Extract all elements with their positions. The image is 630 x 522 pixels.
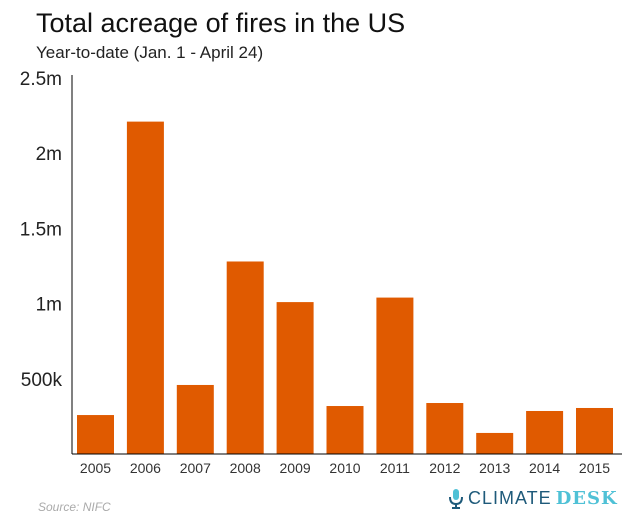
x-tick-label: 2012 bbox=[429, 460, 460, 476]
x-tick-label: 2015 bbox=[579, 460, 610, 476]
y-tick-label: 2.5m bbox=[20, 69, 62, 90]
bar-2015 bbox=[576, 407, 613, 454]
climate-desk-logo: CLIMATE DESK bbox=[448, 488, 618, 509]
y-tick-label: 500k bbox=[21, 370, 63, 391]
bar-2012 bbox=[426, 403, 464, 454]
x-tick-label: 2006 bbox=[130, 460, 161, 476]
source-note: Source: NIFC bbox=[38, 500, 111, 514]
bar-2013 bbox=[476, 432, 514, 454]
x-tick-label: 2014 bbox=[529, 460, 560, 476]
x-tick-label: 2008 bbox=[230, 460, 261, 476]
x-tick-label: 2013 bbox=[479, 460, 510, 476]
x-tick-label: 2005 bbox=[80, 460, 111, 476]
y-tick-label: 1.5m bbox=[20, 219, 62, 240]
bar-chart: 2005 2006 2007 2008 2009 2010 2011 2012 2013 2014… bbox=[20, 69, 622, 476]
bar-2009 bbox=[276, 302, 314, 454]
bar-2008 bbox=[226, 261, 264, 454]
y-tick-label: 1m bbox=[36, 295, 62, 316]
microphone-icon bbox=[449, 488, 463, 509]
chart-title: Total acreage of fires in the US bbox=[36, 8, 406, 38]
bar-2014 bbox=[526, 410, 564, 454]
x-tick-label: 2009 bbox=[280, 460, 311, 476]
x-tick-label: 2007 bbox=[180, 460, 211, 476]
bar-2011 bbox=[376, 297, 414, 454]
logo-text-climate: CLIMATE bbox=[468, 488, 552, 508]
y-tick-label: 2m bbox=[36, 144, 62, 165]
x-tick-label: 2011 bbox=[380, 460, 410, 476]
bar-2005 bbox=[77, 415, 114, 454]
bar-2007 bbox=[176, 384, 214, 454]
x-tick-label: 2010 bbox=[329, 460, 360, 476]
bar-2010 bbox=[326, 406, 364, 454]
chart-subtitle: Year-to-date (Jan. 1 - April 24) bbox=[36, 43, 264, 62]
bar-2006 bbox=[126, 121, 164, 454]
logo-text-desk: DESK bbox=[555, 488, 618, 509]
